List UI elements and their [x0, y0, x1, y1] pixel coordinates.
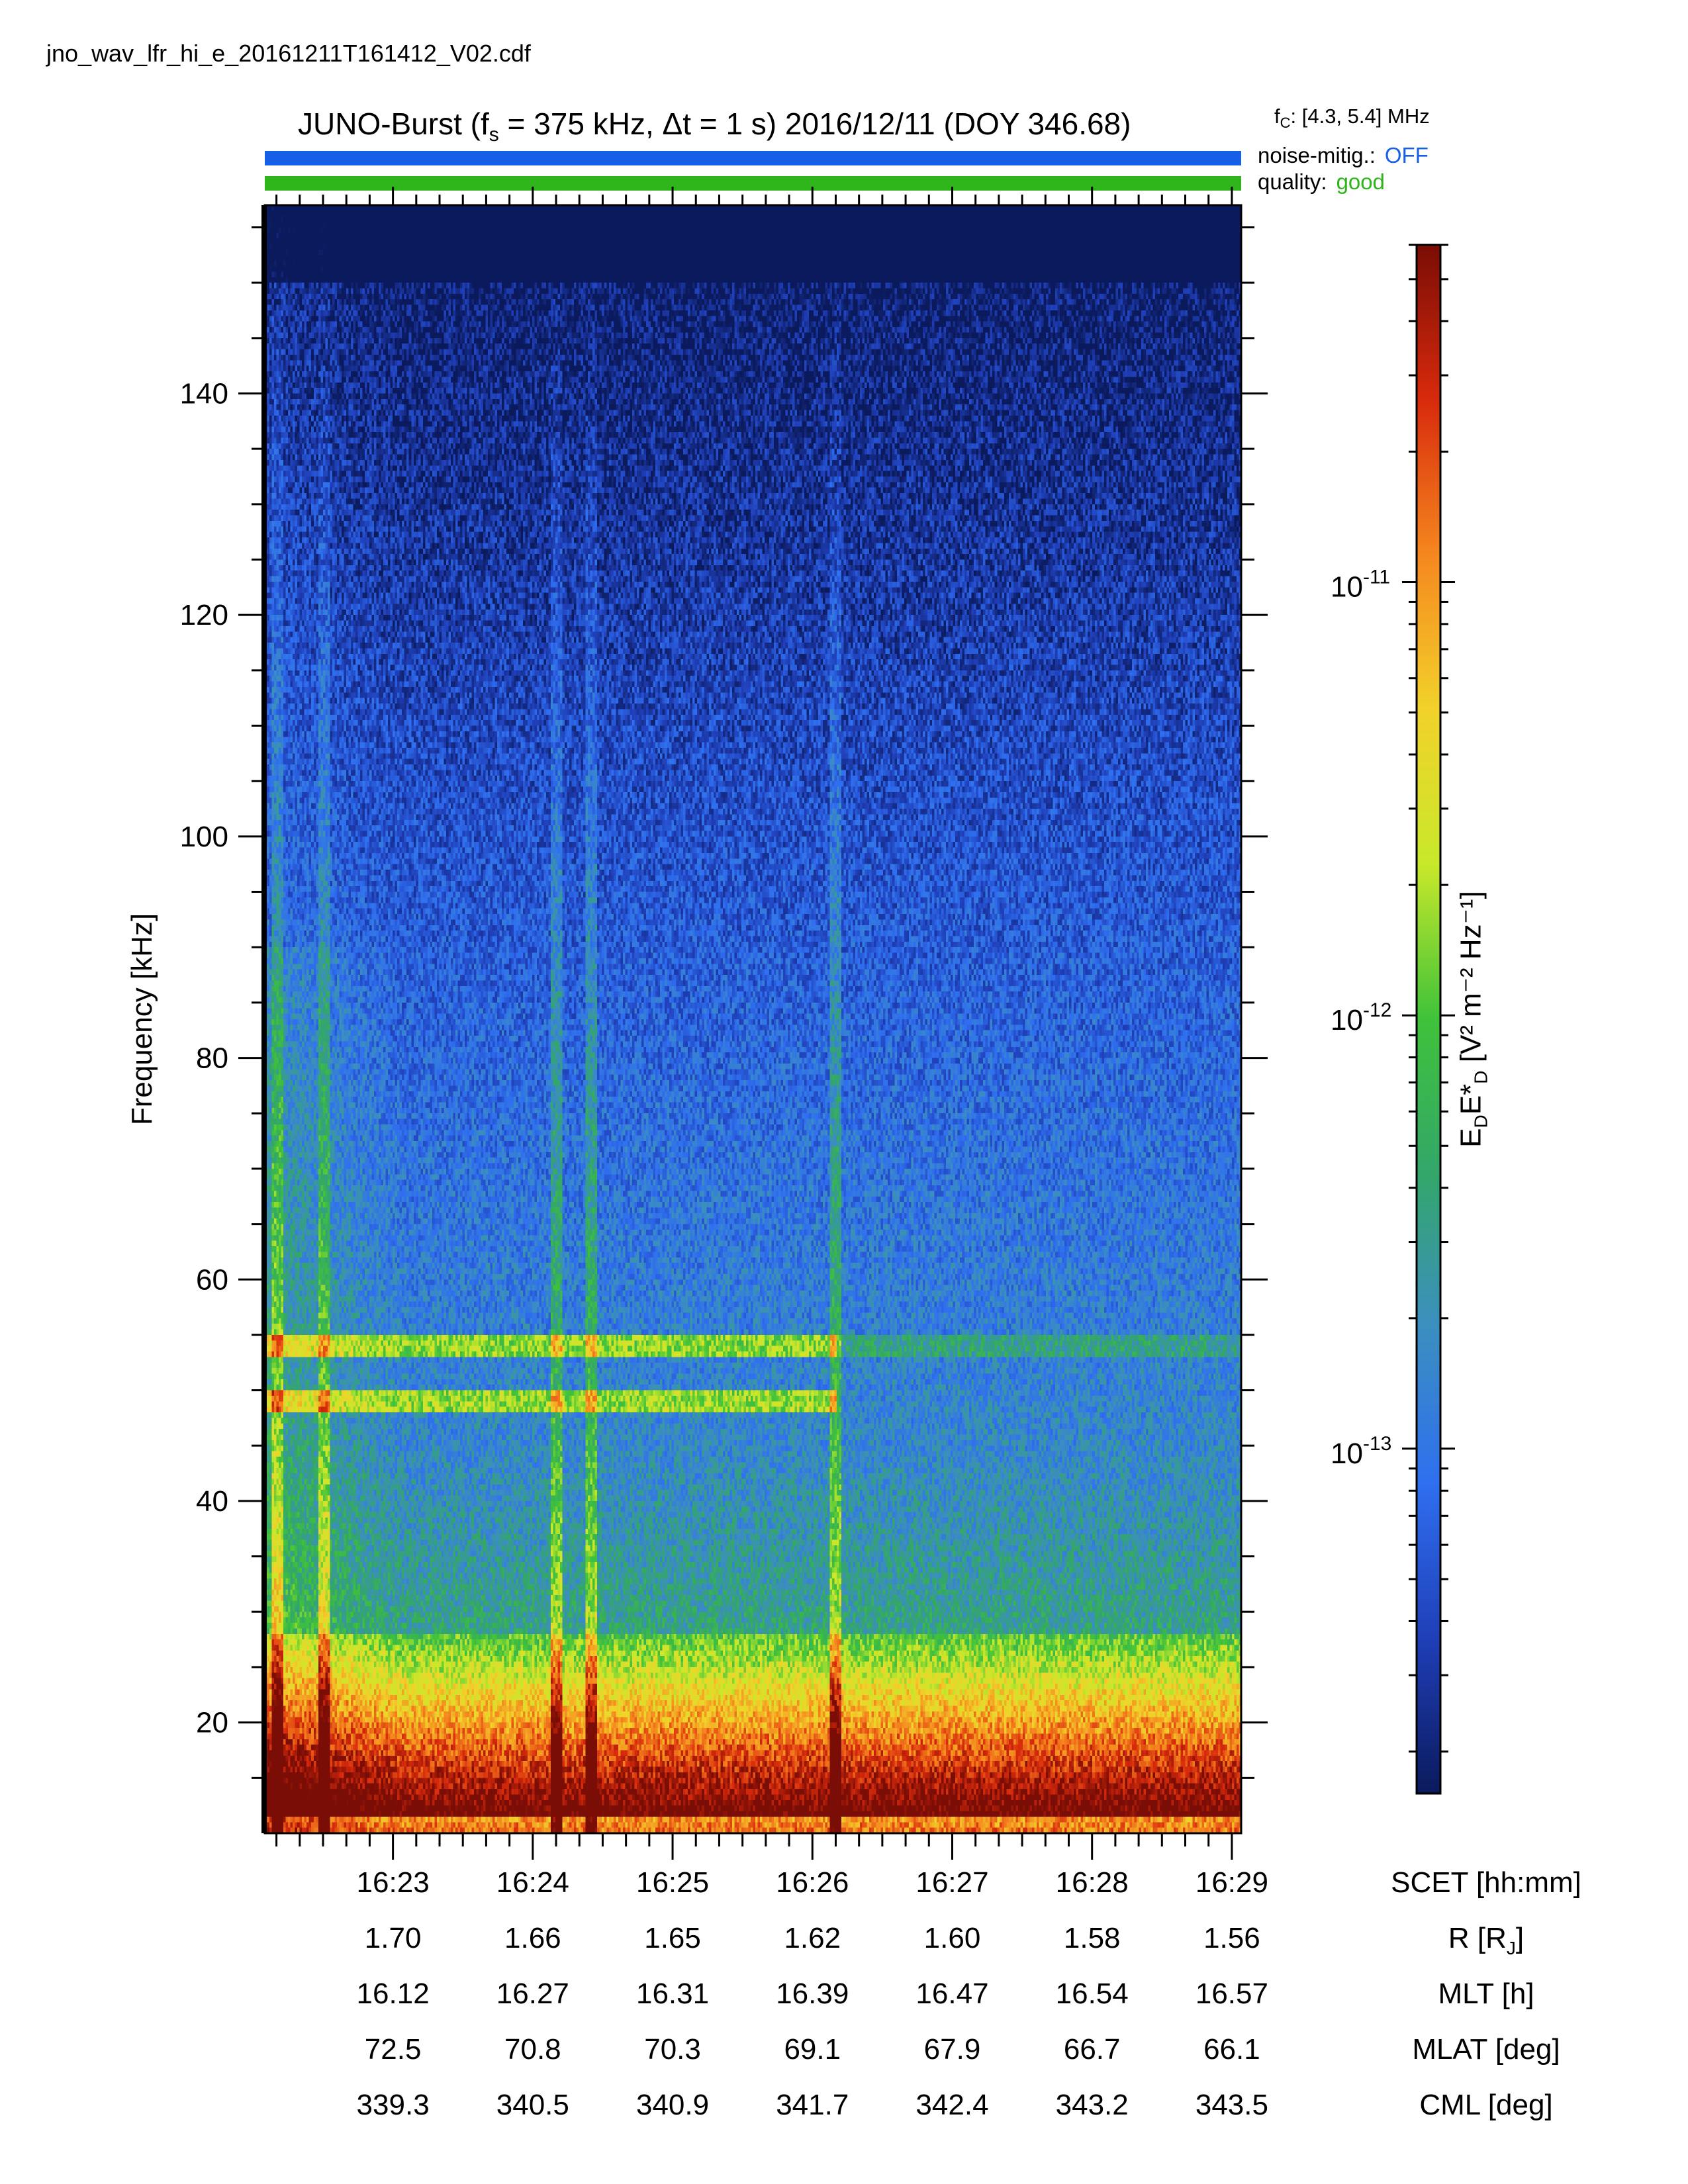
colorbar-scale [1415, 244, 1442, 1795]
spectrogram-image [265, 205, 1241, 1833]
ephemeris-label: R [RJ] [1448, 1922, 1524, 1958]
quality-value: good [1336, 169, 1385, 194]
colorbar-tick-exponent: -12 [1363, 999, 1391, 1021]
ephemeris-value: 343.5 [1195, 2089, 1268, 2121]
ephemeris-value: 1.58 [1063, 1922, 1121, 1954]
y-tick-label: 60 [196, 1263, 228, 1296]
colorbar-label: EDE*D [V² m⁻² Hz⁻¹] [1454, 891, 1492, 1148]
quality-status-bar [265, 176, 1241, 191]
fc-label: f [1274, 105, 1280, 128]
colorbar-tick-label: 10-11 [1331, 566, 1390, 603]
cb-label-e: E [1454, 1128, 1487, 1148]
ephemeris-value: 1.56 [1203, 1922, 1260, 1954]
quality-label: quality: [1258, 169, 1327, 194]
ephemeris-value: 16:26 [776, 1866, 849, 1899]
file-name: jno_wav_lfr_hi_e_20161211T161412_V02.cdf [46, 40, 531, 67]
plot-frame [261, 204, 1243, 1835]
ephemeris-value: 340.5 [496, 2089, 569, 2121]
ephemeris-value: 16:29 [1195, 1866, 1268, 1899]
ephemeris-value: 16.54 [1055, 1978, 1129, 2010]
ephemeris-value: 343.2 [1055, 2089, 1129, 2121]
ephemeris-value: 66.1 [1203, 2033, 1260, 2066]
ephemeris-value: 1.66 [504, 1922, 561, 1954]
ephemeris-value: 16:28 [1055, 1866, 1129, 1899]
ephemeris-value: 67.9 [923, 2033, 981, 2066]
y-tick-label: 20 [196, 1707, 228, 1739]
colorbar-tick-base: 10 [1331, 1437, 1363, 1470]
ephemeris-label: SCET [hh:mm] [1391, 1866, 1581, 1899]
colorbar-tick-exponent: -13 [1363, 1433, 1391, 1455]
ephemeris-row: 339.3 340.5 340.9 341.7 342.4 343.2 343.5 CML [… [0, 2089, 1688, 2126]
chart-title: JUNO-Burst (fs = 375 kHz, Δt = 1 s) 2016… [298, 106, 1131, 146]
title-prefix: JUNO-Burst (f [298, 107, 489, 141]
ephemeris-row: 16:23 16:24 16:25 16:26 16:27 16:28 16:29 SCET … [0, 1866, 1688, 1903]
ephemeris-value: 16.12 [356, 1978, 430, 2010]
title-rest: = 375 kHz, Δt = 1 s) 2016/12/11 (DOY 346… [498, 107, 1131, 141]
ephemeris-value: 16:25 [635, 1866, 710, 1899]
quality-status: quality: good [1258, 169, 1385, 195]
ephemeris-value: 16.39 [776, 1978, 849, 2010]
x-axis [275, 187, 1233, 1860]
ephemeris-label: MLAT [deg] [1412, 2033, 1560, 2066]
y-tick-label: 40 [196, 1485, 228, 1518]
ephemeris-value: 16:23 [356, 1866, 430, 1899]
ephemeris-value: 16:27 [915, 1866, 989, 1899]
ephemeris-value: 16.47 [915, 1978, 989, 2010]
ephemeris-value: 1.60 [923, 1922, 981, 1954]
ephemeris-value: 66.7 [1063, 2033, 1121, 2066]
ephemeris-value: 342.4 [915, 2089, 989, 2121]
noise-label: noise-mitig.: [1258, 143, 1376, 167]
ephemeris-label: CML [deg] [1419, 2089, 1553, 2121]
y-tick-label: 120 [180, 599, 228, 631]
ephemeris-row: 1.70 1.66 1.65 1.62 1.60 1.58 1.56 R [RJ] [0, 1922, 1688, 1959]
y-tick-label: 100 [180, 821, 228, 853]
ephemeris-value: 70.8 [504, 2033, 561, 2066]
ephemeris-value: 16.57 [1195, 1978, 1268, 2010]
ephemeris-label: MLT [h] [1438, 1978, 1534, 2010]
ephemeris-value: 16.27 [496, 1978, 569, 2010]
colorbar-tick-label: 10-12 [1331, 999, 1391, 1036]
ephemeris-value: 1.62 [784, 1922, 841, 1954]
colorbar-tick-base: 10 [1331, 1004, 1363, 1036]
cb-label-units: [V² m⁻² Hz⁻¹] [1454, 891, 1487, 1071]
noise-status-bar [265, 151, 1241, 165]
ephemeris-value: 16.31 [635, 1978, 710, 2010]
ephemeris-value: 1.70 [364, 1922, 422, 1954]
noise-mitigation-status: noise-mitig.: OFF [1258, 143, 1429, 168]
colorbar-tick-label: 10-13 [1331, 1433, 1391, 1470]
ephemeris-row: 16.12 16.27 16.31 16.39 16.47 16.54 16.57 MLT [… [0, 1978, 1688, 2015]
title-subscript: s [489, 124, 499, 146]
ephemeris-value: 69.1 [784, 2033, 841, 2066]
y-tick-label: 80 [196, 1042, 228, 1075]
ephemeris-value: 339.3 [356, 2089, 430, 2121]
ephemeris-value: 16:24 [496, 1866, 569, 1899]
left-axis-bar [261, 205, 267, 1833]
ephemeris-row: 72.5 70.8 70.3 69.1 67.9 66.7 66.1 MLAT [deg] [0, 2033, 1688, 2070]
fc-value: : [4.3, 5.4] MHz [1290, 105, 1430, 128]
cb-label-sub1: D [1470, 1115, 1491, 1128]
noise-value: OFF [1384, 143, 1429, 167]
y-tick-label: 140 [180, 377, 228, 410]
cb-label-sub2: D [1470, 1070, 1491, 1084]
ephemeris-value: 341.7 [776, 2089, 849, 2121]
y-axis: 20 40 60 80 100 120 140 [180, 226, 1268, 1779]
colorbar-tick-exponent: -11 [1363, 566, 1390, 588]
cb-label-e2: E* [1454, 1083, 1487, 1115]
spectrogram-raster [265, 205, 1241, 1833]
fc-subscript: C [1280, 114, 1291, 132]
ephemeris-value: 1.65 [644, 1922, 701, 1954]
fc-info: fC: [4.3, 5.4] MHz [1274, 105, 1430, 132]
ephemeris-value: 72.5 [364, 2033, 422, 2066]
ephemeris-value: 340.9 [635, 2089, 710, 2121]
y-axis-label: Frequency [kHz] [126, 913, 158, 1126]
ephemeris-value: 70.3 [644, 2033, 701, 2066]
colorbar-tick-base: 10 [1331, 570, 1363, 603]
